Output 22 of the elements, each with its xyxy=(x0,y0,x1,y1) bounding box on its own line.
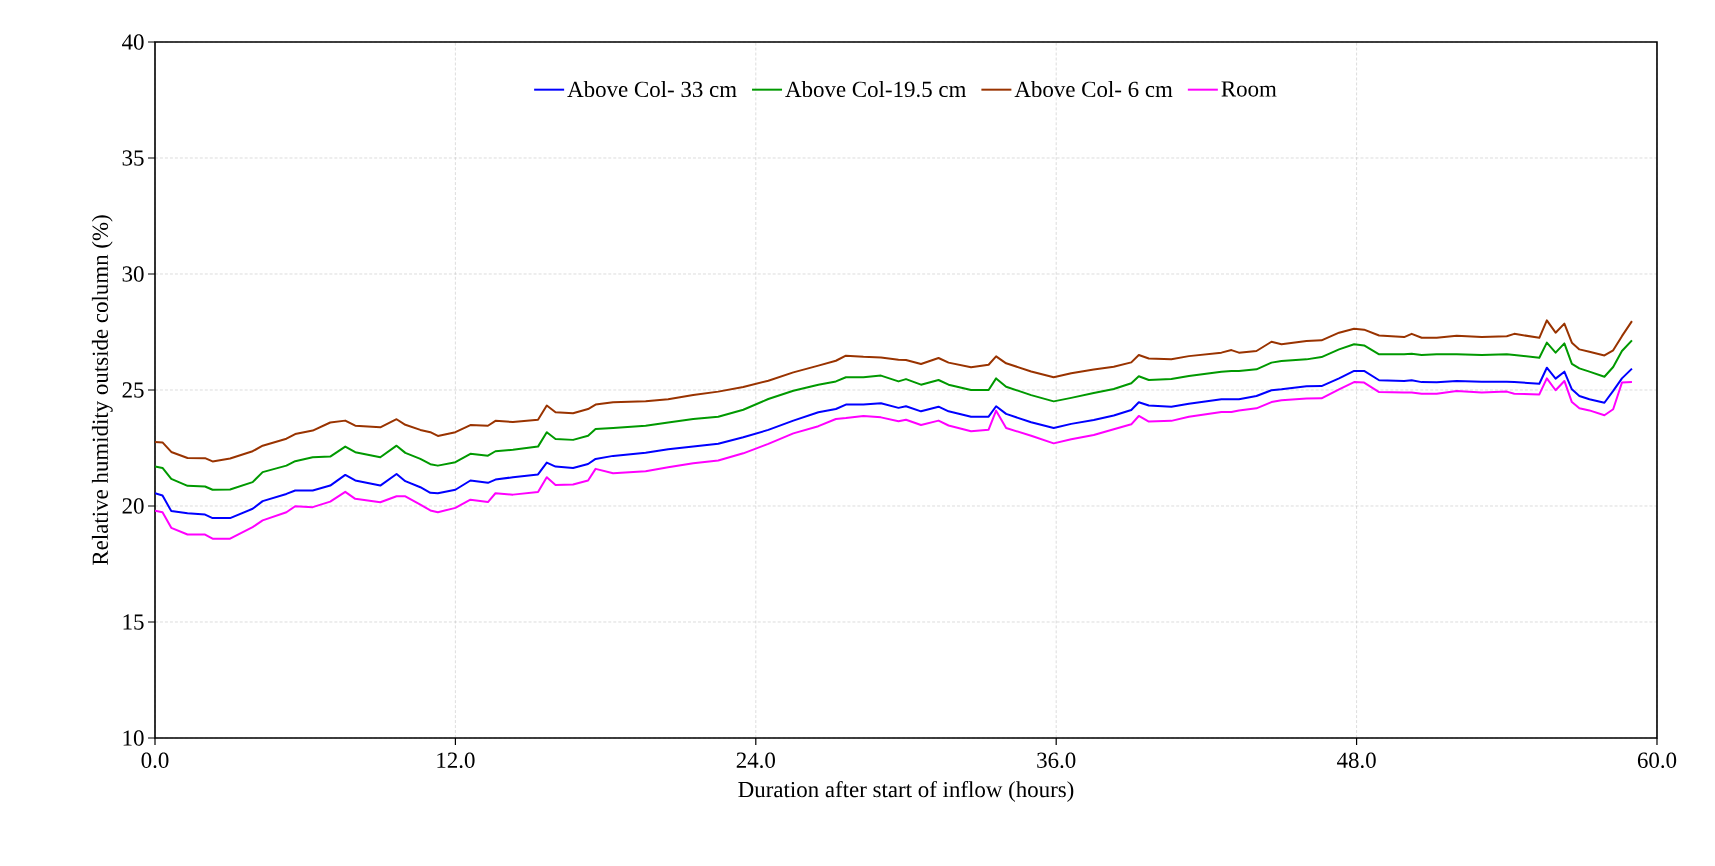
line-series xyxy=(155,319,1633,463)
line-series xyxy=(155,339,1633,491)
y-tick-label: 10 xyxy=(123,730,144,746)
y-axis-title: Relative humidity outside column (%) xyxy=(91,215,113,565)
x-tick-label: 0.0 xyxy=(141,752,169,769)
x-tick-label: 48.0 xyxy=(1336,752,1376,769)
x-tick-label: 60.0 xyxy=(1637,752,1677,769)
x-axis-title: Duration after start of inflow (hours) xyxy=(738,780,1074,802)
y-tick-label: 20 xyxy=(122,498,144,514)
y-tick-label: 40 xyxy=(122,34,144,50)
x-tick-label: 24.0 xyxy=(736,752,775,769)
x-tick-label: 36.0 xyxy=(1037,752,1076,769)
legend-label: Room xyxy=(1221,81,1277,97)
legend-label: Above Col- 33 cm xyxy=(567,80,737,98)
y-tick-label: 25 xyxy=(122,382,144,398)
legend-label: Above Col- 6 cm xyxy=(1014,80,1173,98)
legend-label: Above Col-19.5 cm xyxy=(785,80,967,98)
y-tick-label: 35 xyxy=(122,150,144,166)
y-tick-label: 30 xyxy=(122,266,144,282)
line-series xyxy=(155,377,1633,540)
x-tick-label: 12.0 xyxy=(437,752,475,769)
y-tick-label: 15 xyxy=(123,614,144,630)
